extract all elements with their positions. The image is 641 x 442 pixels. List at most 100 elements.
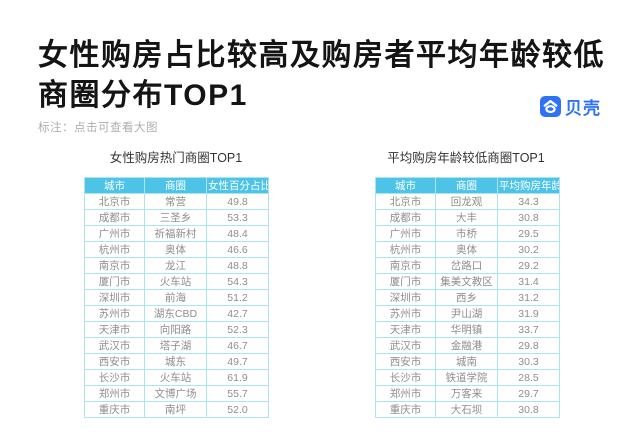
avg-age-table-section[interactable]: 平均购房年龄较低商圈TOP1 城市 商圈 平均购房年龄 北京市 回龙观 34.3 成都市 大丰…	[375, 147, 560, 418]
table-row: 厦门市 火车站 54.3	[84, 273, 269, 290]
table-cell: 29.5	[497, 225, 560, 242]
table-cell: 回龙观	[435, 193, 498, 210]
table-cell: 55.7	[206, 385, 269, 402]
table-cell: 成都市	[375, 209, 436, 226]
table-cell: 西安市	[84, 353, 145, 370]
table-cell: 52.3	[206, 321, 269, 338]
table-row: 杭州市 奥体 46.6	[84, 241, 269, 258]
table-cell: 深圳市	[84, 289, 145, 306]
table-cell: 武汉市	[84, 337, 145, 354]
table-cell: 北京市	[375, 193, 436, 210]
table-cell: 南坪	[144, 401, 207, 418]
table-row: 深圳市 西乡 31.2	[375, 289, 560, 306]
table-row: 郑州市 文博广场 55.7	[84, 385, 269, 402]
table-row: 深圳市 前海 51.2	[84, 289, 269, 306]
table-row: 长沙市 铁道学院 28.5	[375, 369, 560, 386]
table-cell: 49.7	[206, 353, 269, 370]
table-row: 武汉市 金融港 29.8	[375, 337, 560, 354]
table-cell: 市桥	[435, 225, 498, 242]
table-cell: 天津市	[375, 321, 436, 338]
table-row: 杭州市 奥体 30.2	[375, 241, 560, 258]
table-cell: 城东	[144, 353, 207, 370]
table-cell: 北京市	[84, 193, 145, 210]
table-cell: 长沙市	[84, 369, 145, 386]
table-cell: 塔子湖	[144, 337, 207, 354]
table-row: 郑州市 万客来 29.7	[375, 385, 560, 402]
column-header: 商圈	[435, 177, 498, 194]
table-cell: 广州市	[84, 225, 145, 242]
female-share-table-section[interactable]: 女性购房热门商圈TOP1 城市 商圈 女性百分占比 北京市 常营 49.8 成都市 三圣乡 53…	[84, 147, 269, 418]
table-cell: 南京市	[375, 257, 436, 274]
table-cell: 46.6	[206, 241, 269, 258]
table-cell: 厦门市	[84, 273, 145, 290]
beike-house-icon	[540, 96, 561, 117]
header-row: 城市 商圈 女性百分占比	[84, 177, 269, 194]
table-cell: 重庆市	[84, 401, 145, 418]
table-cell: 30.3	[497, 353, 560, 370]
avg-age-table: 城市 商圈 平均购房年龄 北京市 回龙观 34.3 成都市 大丰 30.8 广州市 市桥 29.5 杭州…	[375, 177, 560, 418]
table-row: 苏州市 尹山湖 31.9	[375, 305, 560, 322]
table-cell: 48.8	[206, 257, 269, 274]
table-cell: 深圳市	[375, 289, 436, 306]
table-row: 北京市 回龙观 34.3	[375, 193, 560, 210]
column-header: 商圈	[144, 177, 207, 194]
table-cell: 龙江	[144, 257, 207, 274]
table-row: 北京市 常营 49.8	[84, 193, 269, 210]
table-row: 厦门市 集美文教区 31.4	[375, 273, 560, 290]
table-cell: 30.8	[497, 401, 560, 418]
table-cell: 30.8	[497, 209, 560, 226]
table-cell: 31.4	[497, 273, 560, 290]
table-row: 广州市 祈福新村 48.4	[84, 225, 269, 242]
table-cell: 金融港	[435, 337, 498, 354]
table-cell: 火车站	[144, 273, 207, 290]
table-row: 成都市 大丰 30.8	[375, 209, 560, 226]
female-share-table-caption: 女性购房热门商圈TOP1	[109, 151, 243, 165]
table-row: 苏州市 湖东CBD 42.7	[84, 305, 269, 322]
page-title-line1: 女性购房占比较高及购房者平均年龄较低	[38, 39, 605, 72]
table-cell: 郑州市	[84, 385, 145, 402]
table-cell: 奥体	[144, 241, 207, 258]
table-cell: 46.7	[206, 337, 269, 354]
table-cell: 万客来	[435, 385, 498, 402]
table-cell: 铁道学院	[435, 369, 498, 386]
column-header: 平均购房年龄	[497, 177, 560, 194]
table-cell: 火车站	[144, 369, 207, 386]
table-cell: 湖东CBD	[144, 305, 207, 322]
table-cell: 重庆市	[375, 401, 436, 418]
table-cell: 郑州市	[375, 385, 436, 402]
table-row: 成都市 三圣乡 53.3	[84, 209, 269, 226]
column-header: 城市	[84, 177, 145, 194]
page-title: 女性购房占比较高及购房者平均年龄较低 商圈分布TOP1	[38, 36, 618, 116]
column-header: 城市	[375, 177, 436, 194]
table-cell: 广州市	[375, 225, 436, 242]
table-cell: 49.8	[206, 193, 269, 210]
table-cell: 53.3	[206, 209, 269, 226]
table-cell: 集美文教区	[435, 273, 498, 290]
table-cell: 29.7	[497, 385, 560, 402]
table-row: 天津市 华明镇 33.7	[375, 321, 560, 338]
table-cell: 51.2	[206, 289, 269, 306]
table-cell: 杭州市	[375, 241, 436, 258]
table-cell: 西乡	[435, 289, 498, 306]
note-text: 标注：点击可查看大图	[38, 122, 158, 134]
table-cell: 长沙市	[375, 369, 436, 386]
table-cell: 苏州市	[84, 305, 145, 322]
table-cell: 31.9	[497, 305, 560, 322]
table-cell: 大丰	[435, 209, 498, 226]
table-cell: 厦门市	[375, 273, 436, 290]
table-row: 南京市 龙江 48.8	[84, 257, 269, 274]
beike-brand-name: 贝壳	[565, 99, 601, 118]
table-cell: 成都市	[84, 209, 145, 226]
table-row: 重庆市 南坪 52.0	[84, 401, 269, 418]
table-cell: 42.7	[206, 305, 269, 322]
table-cell: 34.3	[497, 193, 560, 210]
avg-age-table-caption: 平均购房年龄较低商圈TOP1	[387, 151, 545, 165]
table-row: 重庆市 大石坝 30.8	[375, 401, 560, 418]
table-cell: 30.2	[497, 241, 560, 258]
table-cell: 61.9	[206, 369, 269, 386]
table-cell: 29.8	[497, 337, 560, 354]
table-cell: 常营	[144, 193, 207, 210]
table-cell: 29.2	[497, 257, 560, 274]
table-cell: 48.4	[206, 225, 269, 242]
